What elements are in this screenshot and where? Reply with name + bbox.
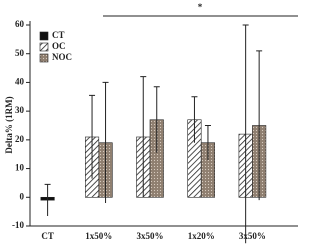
error-bar [256,50,263,201]
x-tick-label: CT [41,231,54,241]
error-bar [44,183,51,216]
legend-swatch [39,42,49,52]
error-bar [140,76,147,198]
error-bar [204,125,211,160]
y-tick-label: 30 [15,105,25,115]
x-tick-label: 1x20% [188,231,215,241]
legend-label: CT [52,30,65,40]
y-tick-label: 60 [15,19,25,29]
legend-swatch [39,53,49,63]
legend-label: OC [52,41,66,51]
error-bar [89,94,96,179]
x-tick-label: 3x50% [137,231,164,241]
y-tick-label: 20 [15,134,25,144]
legend-label: NOC [52,52,72,62]
error-bar [153,86,160,153]
error-bar [242,24,249,244]
chart: * Delta% (1RM) -10 0 10 20 30 40 50 60 CT 1x50% 3x… [4,2,298,244]
annotation: * [198,2,203,12]
legend-swatch [39,31,49,41]
x-tick-label: 1x50% [85,231,112,241]
error-bar [102,81,109,204]
y-tick-label: 40 [15,76,25,86]
y-tick-label: 10 [15,163,25,173]
y-tick-label: -10 [12,220,24,230]
x-tick-label: 3x50% [239,231,266,241]
y-tick-label: 0 [20,191,25,201]
y-tick-label: 50 [15,48,25,58]
y-axis-label: Delta% (1RM) [4,96,14,153]
error-bar [191,96,198,143]
